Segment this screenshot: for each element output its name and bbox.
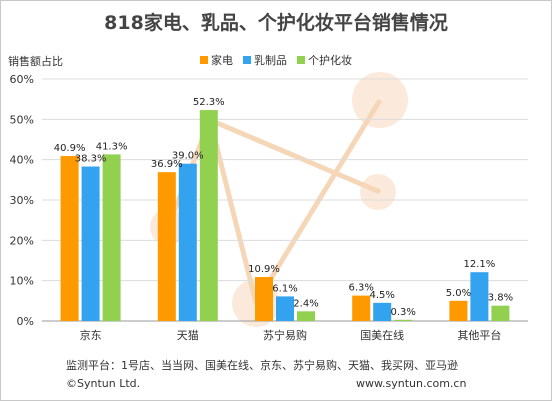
y-tick-label: 40% bbox=[10, 154, 34, 167]
y-tick-label: 20% bbox=[10, 234, 34, 247]
chart-title: 818家电、乳品、个护化妆平台销售情况 bbox=[104, 12, 448, 34]
bar bbox=[81, 166, 100, 321]
x-tick-label: 苏宁易购 bbox=[263, 328, 307, 342]
x-tick-label: 天猫 bbox=[177, 329, 199, 342]
bar-value-label: 6.3% bbox=[348, 283, 373, 294]
bar-value-label: 39.0% bbox=[172, 151, 204, 162]
bar-value-label: 0.3% bbox=[390, 307, 415, 318]
bar-value-label: 4.5% bbox=[369, 290, 394, 301]
bar-value-label: 10.9% bbox=[248, 264, 280, 275]
bar bbox=[255, 277, 273, 321]
bar-value-label: 3.8% bbox=[488, 293, 513, 304]
bar-value-label: 36.9% bbox=[151, 159, 183, 170]
legend-item-dairy: 乳制品 bbox=[243, 52, 287, 68]
bar bbox=[178, 163, 197, 321]
bar-value-label: 6.1% bbox=[272, 283, 297, 294]
bar bbox=[491, 305, 510, 321]
y-tick-labels: 0% 10% 20% 30% 40% 50% 60% bbox=[10, 73, 34, 328]
legend-item-personal-care: 个护化妆 bbox=[297, 52, 352, 68]
y-tick-label: 30% bbox=[10, 194, 34, 207]
bar bbox=[276, 296, 294, 321]
x-tick-label: 其他平台 bbox=[457, 328, 501, 342]
bar bbox=[352, 295, 371, 321]
legend-label: 乳制品 bbox=[254, 54, 287, 67]
bar-value-label: 2.4% bbox=[293, 298, 318, 309]
y-tick-label: 50% bbox=[10, 113, 34, 126]
x-tick-label: 国美在线 bbox=[360, 328, 404, 342]
bar bbox=[449, 300, 468, 321]
bars bbox=[60, 110, 510, 321]
monitor-platforms-note: 监测平台：1号店、当当网、国美在线、京东、苏宁易购、天猫、我买网、亚马逊 bbox=[66, 359, 458, 372]
y-tick-label: 0% bbox=[17, 315, 34, 328]
legend-swatch bbox=[200, 56, 208, 64]
legend-swatch bbox=[243, 56, 251, 64]
legend-label: 个护化妆 bbox=[308, 54, 352, 67]
bar bbox=[102, 154, 121, 321]
legend-swatch bbox=[297, 56, 305, 64]
y-axis-label: 销售额占比 bbox=[8, 55, 63, 68]
bar bbox=[157, 172, 176, 321]
bar-value-label: 38.3% bbox=[75, 154, 107, 165]
legend-label: 家电 bbox=[211, 54, 233, 67]
y-tick-label: 60% bbox=[10, 73, 34, 86]
bar-value-label: 40.9% bbox=[54, 143, 86, 154]
bar-value-label: 5.0% bbox=[446, 288, 471, 299]
bar-value-label: 41.3% bbox=[96, 141, 128, 152]
bar-value-label: 52.3% bbox=[193, 97, 225, 108]
legend-item-appliances: 家电 bbox=[200, 52, 233, 68]
y-tick-label: 10% bbox=[10, 275, 34, 288]
website-url: www.syntun.com.cn bbox=[356, 377, 467, 390]
bar bbox=[470, 272, 489, 321]
bar-value-label: 12.1% bbox=[464, 259, 496, 270]
value-labels: 40.9%38.3% 41.3% 36.9%39.0% 52.3% 10.9% 6.1% 2… bbox=[54, 97, 513, 318]
x-tick-label: 京东 bbox=[80, 328, 102, 342]
bar bbox=[373, 302, 392, 321]
x-tick-labels: 京东 天猫 苏宁易购 国美在线 其他平台 bbox=[80, 328, 502, 342]
bar bbox=[60, 156, 79, 321]
legend: 家电 乳制品 个护化妆 bbox=[200, 52, 352, 68]
bar bbox=[394, 319, 413, 321]
bar bbox=[297, 311, 315, 321]
bar bbox=[199, 110, 218, 321]
copyright: ©Syntun Ltd. bbox=[66, 377, 141, 390]
